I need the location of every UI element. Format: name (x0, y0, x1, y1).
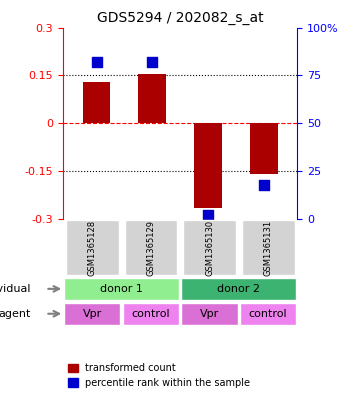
Text: donor 2: donor 2 (217, 284, 260, 294)
FancyBboxPatch shape (242, 220, 295, 275)
FancyBboxPatch shape (183, 220, 236, 275)
FancyBboxPatch shape (125, 220, 177, 275)
Bar (138, 74, 166, 123)
Bar (250, 123, 278, 174)
Text: donor 1: donor 1 (100, 284, 143, 294)
Text: Vpr: Vpr (200, 309, 219, 319)
Text: GSM1365130: GSM1365130 (205, 220, 214, 276)
Point (94, 59, 99, 65)
FancyBboxPatch shape (66, 220, 119, 275)
Point (149, 59, 155, 65)
Text: GSM1365129: GSM1365129 (146, 220, 155, 276)
Text: control: control (249, 309, 287, 319)
FancyBboxPatch shape (240, 303, 296, 325)
Text: individual: individual (0, 284, 31, 294)
FancyBboxPatch shape (181, 277, 296, 300)
Bar (83, 82, 111, 123)
FancyBboxPatch shape (64, 303, 120, 325)
Text: Vpr: Vpr (83, 309, 102, 319)
Point (205, 212, 211, 218)
Text: GSM1365131: GSM1365131 (264, 220, 273, 276)
Point (261, 181, 267, 187)
Bar (194, 123, 222, 208)
FancyBboxPatch shape (123, 303, 179, 325)
Title: GDS5294 / 202082_s_at: GDS5294 / 202082_s_at (97, 11, 264, 25)
Text: agent: agent (0, 309, 31, 319)
FancyBboxPatch shape (181, 303, 238, 325)
FancyBboxPatch shape (64, 277, 179, 300)
Legend: transformed count, percentile rank within the sample: transformed count, percentile rank withi… (68, 363, 250, 388)
Text: control: control (132, 309, 170, 319)
Text: GSM1365128: GSM1365128 (88, 220, 97, 276)
